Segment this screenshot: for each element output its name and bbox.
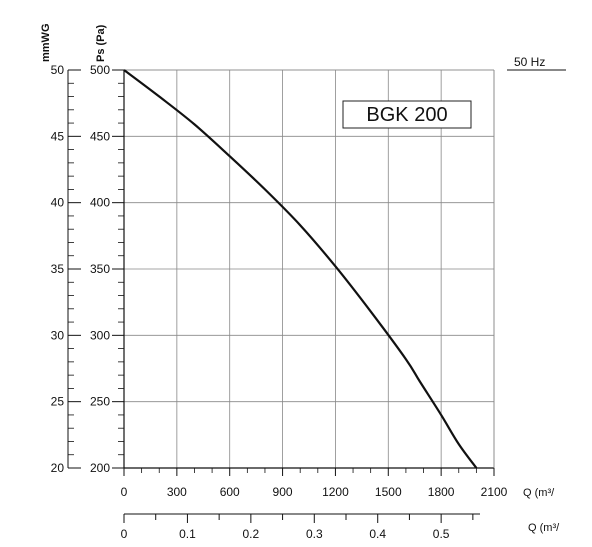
y-mmwg-tick-label: 30 xyxy=(51,328,65,342)
x-tick-label: 1200 xyxy=(322,485,349,499)
y-pa-tick-label: 300 xyxy=(90,328,110,342)
tick-labels: 20 25 30 35 40 45 50 200 250 300 350 400 450 500 0 300 6… xyxy=(51,63,508,541)
y-mmwg-tick-label: 25 xyxy=(51,395,65,409)
model-legend-box xyxy=(342,100,472,129)
y-pa-tick-label: 200 xyxy=(90,461,110,475)
x-secondary-tick-label: 0.4 xyxy=(369,527,386,541)
x-tick-label: 600 xyxy=(220,485,240,499)
y-pa-tick-label: 250 xyxy=(90,395,110,409)
x-tick-label: 2100 xyxy=(481,485,508,499)
x-secondary-tick-label: 0.3 xyxy=(306,527,323,541)
y-mmwg-tick-label: 50 xyxy=(51,63,65,77)
y-pa-tick-label: 400 xyxy=(90,196,110,210)
y-pa-tick-label: 500 xyxy=(90,63,110,77)
fan-curve-line xyxy=(123,69,478,469)
x-axis-primary-unit: Q (m³/ xyxy=(523,487,555,499)
y-mmwg-tick-label: 20 xyxy=(51,461,65,475)
x-tick-label: 900 xyxy=(273,485,293,499)
x-axis-secondary-unit: Q (m³/ xyxy=(528,522,560,534)
y-pa-tick-label: 350 xyxy=(90,262,110,276)
tick-marks xyxy=(68,69,495,523)
y-axis-left-title: mmWG xyxy=(40,24,52,63)
y-mmwg-tick-label: 40 xyxy=(51,196,65,210)
series-layer xyxy=(123,69,478,469)
x-tick-label: 300 xyxy=(167,485,187,499)
y-axis-right-title: Ps (Pa) xyxy=(95,24,107,62)
y-mmwg-tick-label: 35 xyxy=(51,262,65,276)
y-mmwg-tick-label: 45 xyxy=(51,129,65,143)
x-tick-label: 1500 xyxy=(375,485,402,499)
y-pa-tick-label: 450 xyxy=(90,129,110,143)
grid-lines xyxy=(124,69,495,468)
frequency-label: 50 Hz xyxy=(514,55,545,69)
x-secondary-tick-label: 0.1 xyxy=(179,527,196,541)
x-secondary-tick-label: 0 xyxy=(121,527,128,541)
x-tick-label: 1800 xyxy=(428,485,455,499)
x-secondary-tick-label: 0.5 xyxy=(433,527,450,541)
x-secondary-tick-label: 0.2 xyxy=(243,527,260,541)
model-legend-label: BGK 200 xyxy=(366,104,447,126)
x-tick-label: 0 xyxy=(121,485,128,499)
